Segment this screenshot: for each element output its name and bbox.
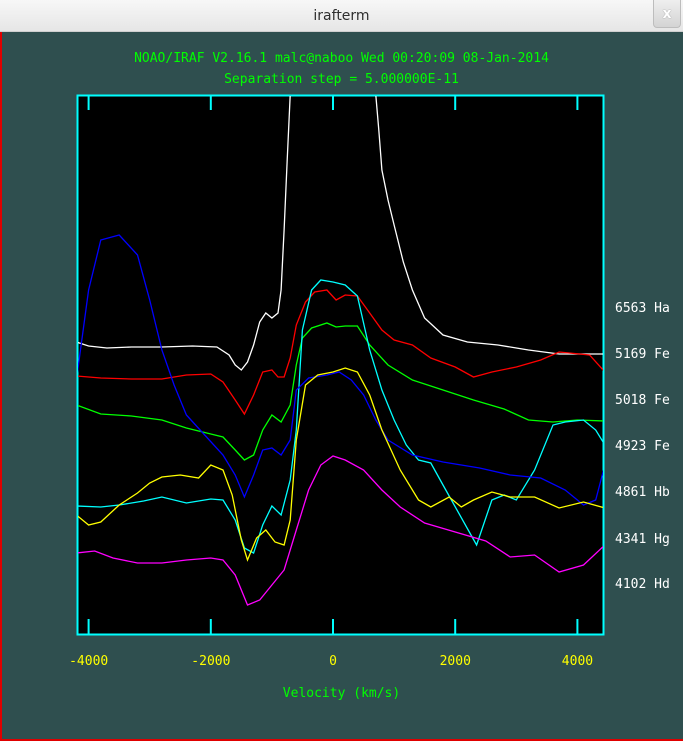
line-label: 4341 Hg [615, 532, 670, 547]
curve-6563-ha [375, 96, 603, 355]
curve-4102-hd [78, 455, 603, 606]
line-label: 6563 Ha [615, 301, 670, 316]
plot-header-line2: Separation step = 5.000000E-11 [224, 72, 459, 87]
line-label: 5169 Fe [615, 347, 670, 362]
window-title: irafterm [313, 8, 370, 24]
curve-6563-ha [78, 96, 291, 371]
axis-ticks [87, 95, 579, 634]
plot-header-line1: NOAO/IRAF V2.16.1 malc@naboo Wed 00:20:0… [134, 51, 549, 66]
curve-4861-hb [78, 234, 603, 506]
close-button[interactable]: x [653, 0, 681, 28]
x-tick-label: 2000 [439, 654, 471, 669]
line-label: 4861 Hb [615, 485, 670, 500]
x-tick-label: 4000 [561, 654, 594, 669]
close-icon: x [662, 6, 672, 22]
line-label: 5018 Fe [615, 393, 670, 408]
curve-4341-hg [78, 367, 603, 562]
line-label: 4102 Hd [615, 577, 670, 592]
x-tick-label: 0 [329, 654, 337, 669]
x-tick-label: -4000 [69, 654, 109, 669]
plot-frame [76, 94, 605, 636]
line-label: 4923 Fe [615, 439, 670, 454]
curve-4923-fe [78, 279, 603, 554]
title-bar[interactable]: irafterm x [0, 0, 683, 32]
spectral-curves [78, 96, 603, 606]
curve-5169-fe [78, 289, 603, 416]
x-axis-label: Velocity (km/s) [282, 686, 401, 701]
x-tick-label: -2000 [191, 654, 231, 669]
